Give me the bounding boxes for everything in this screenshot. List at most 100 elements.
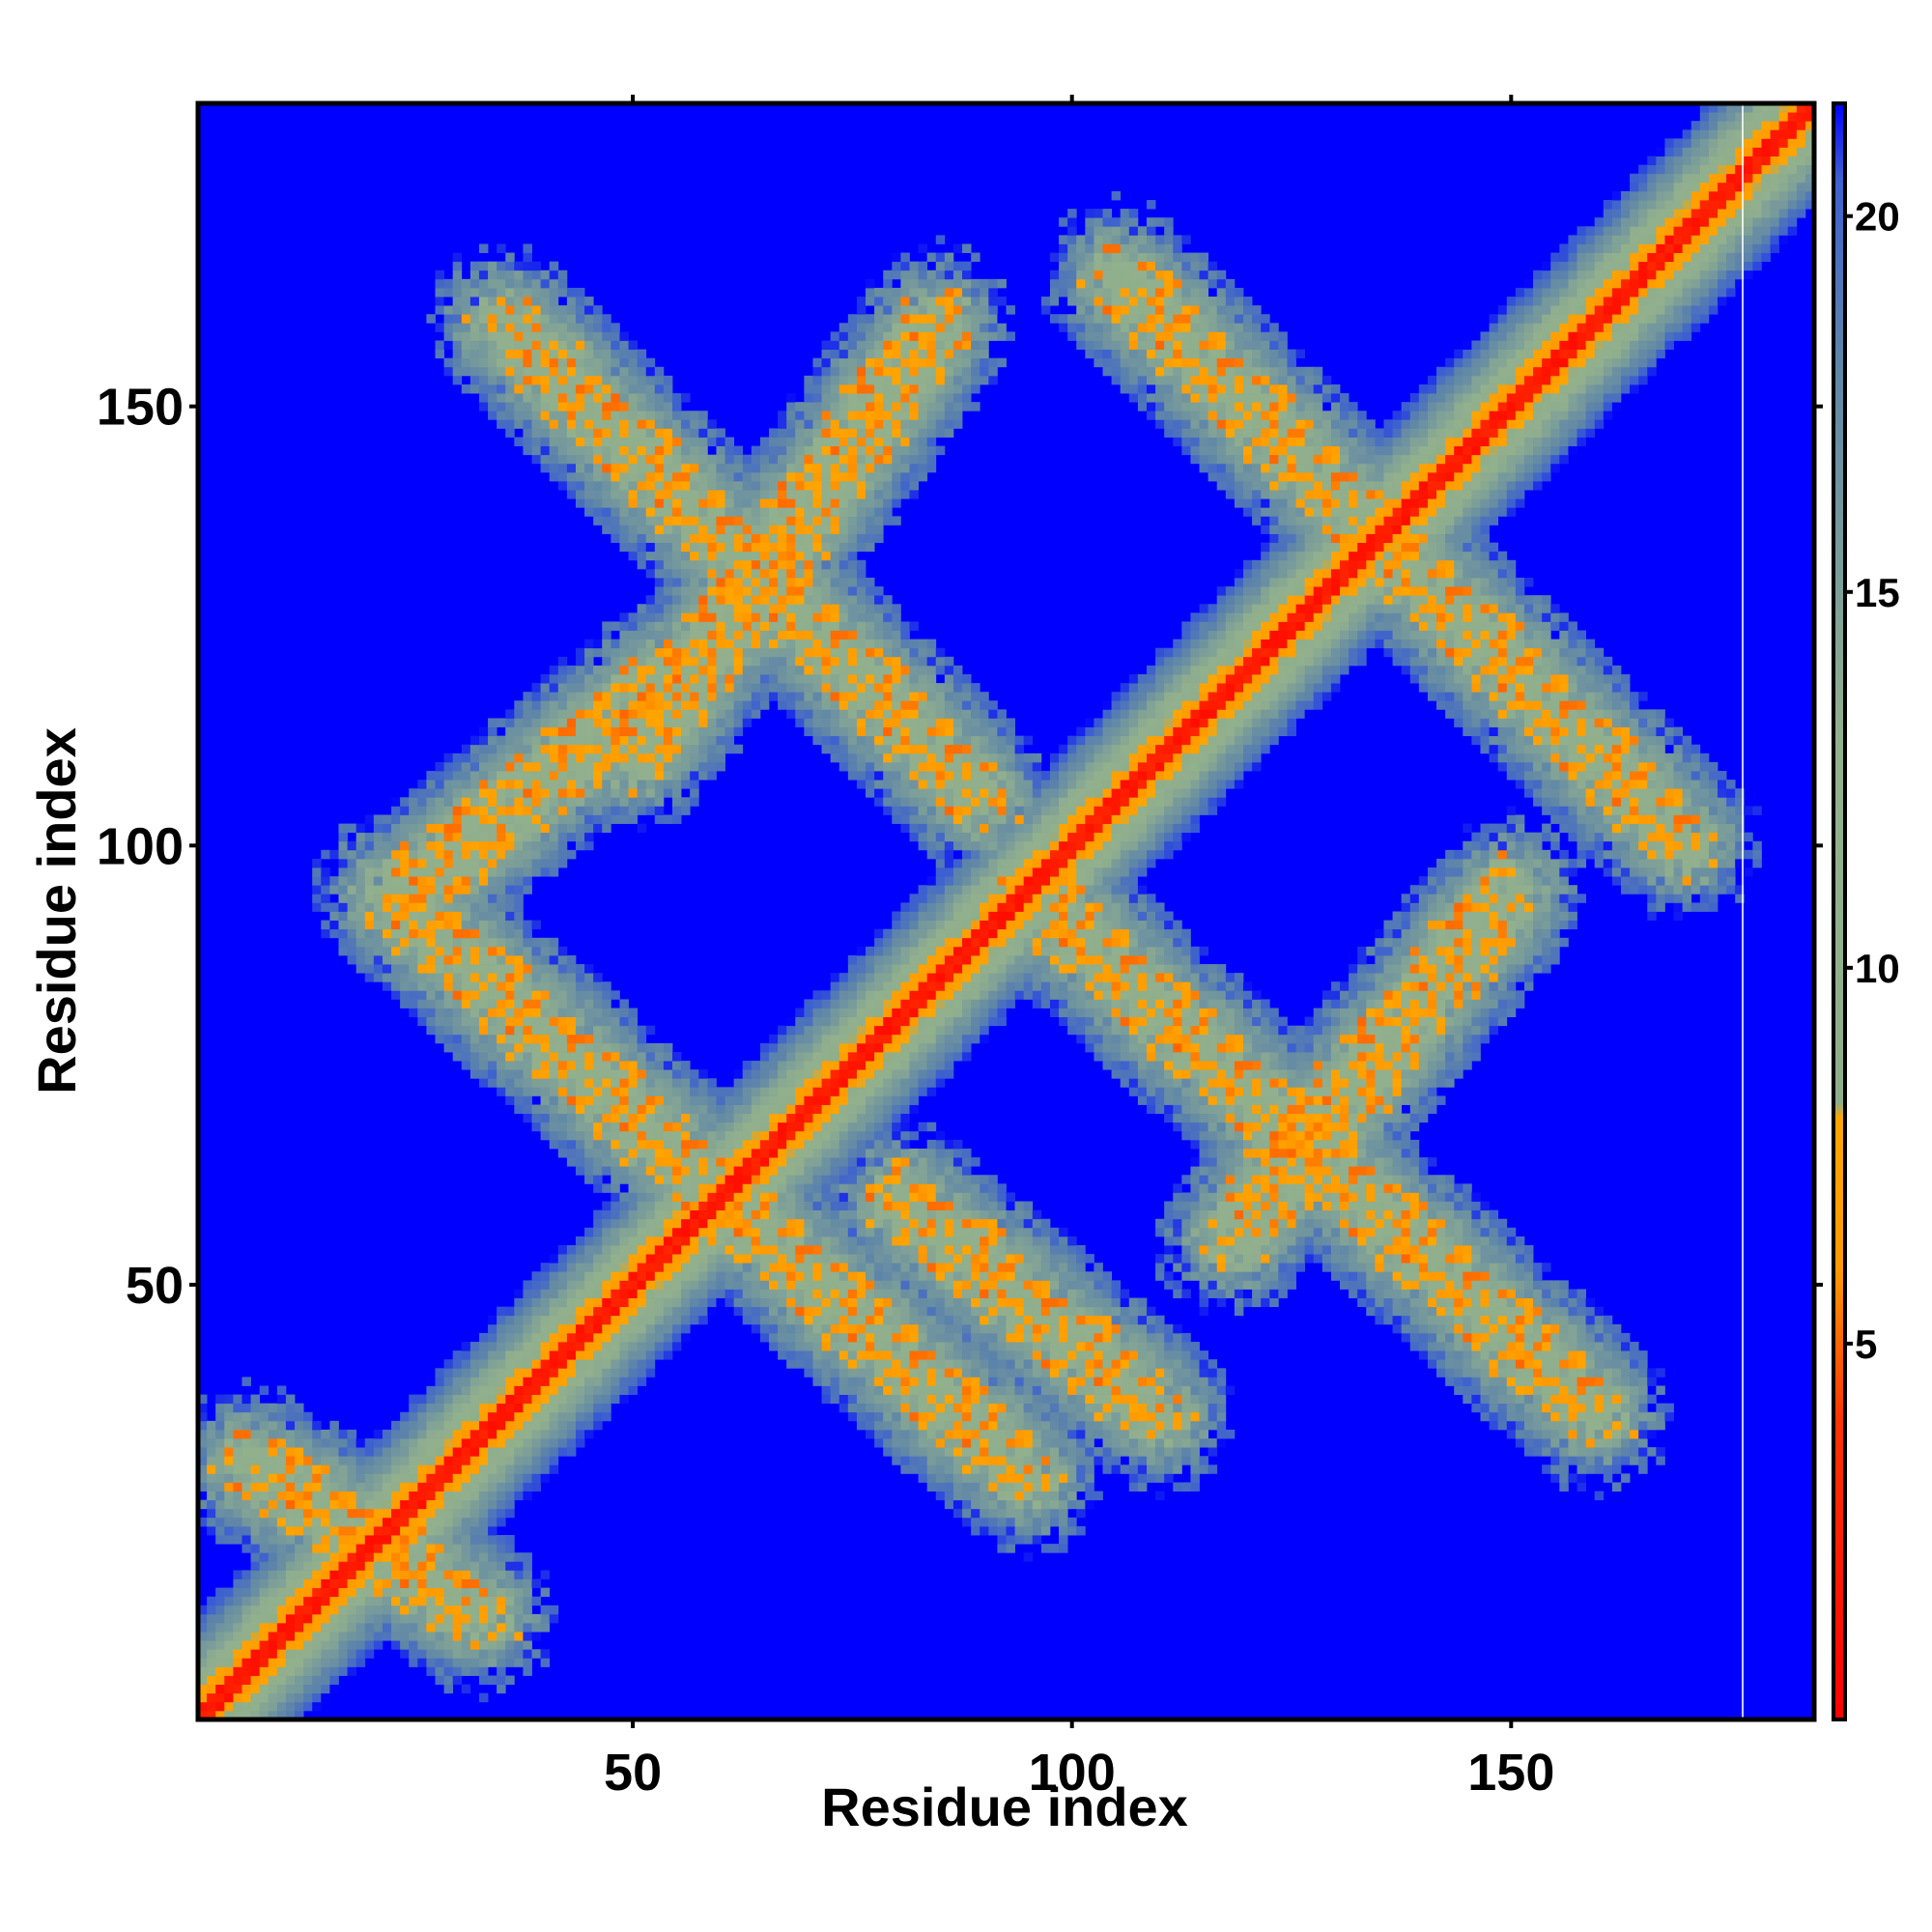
- heatmap-cell: [812, 656, 822, 667]
- heatmap-cell: [733, 639, 744, 649]
- heatmap-cell: [452, 323, 463, 332]
- heatmap-cell: [426, 981, 436, 991]
- heatmap-cell: [268, 1666, 278, 1676]
- heatmap-cell: [733, 577, 744, 587]
- heatmap-cell: [557, 999, 568, 1009]
- heatmap-cell: [364, 1447, 375, 1457]
- heatmap-cell: [584, 1051, 594, 1062]
- heatmap-cell: [478, 726, 489, 737]
- heatmap-cell: [707, 1113, 717, 1123]
- heatmap-cell: [593, 683, 603, 693]
- heatmap-cell: [268, 1403, 278, 1413]
- heatmap-cell: [198, 1692, 208, 1703]
- heatmap-cell: [645, 507, 656, 517]
- heatmap-cell: [540, 814, 551, 824]
- heatmap-cell: [751, 1183, 761, 1193]
- heatmap-cell: [593, 1377, 603, 1386]
- heatmap-cell: [452, 990, 463, 1000]
- heatmap-cell: [364, 1535, 375, 1545]
- heatmap-cell: [523, 384, 532, 394]
- heatmap-cell: [207, 1649, 216, 1659]
- heatmap-cell: [566, 366, 577, 377]
- heatmap-cell: [514, 1473, 524, 1483]
- heatmap-cell: [619, 1350, 629, 1360]
- heatmap-cell: [628, 1016, 639, 1027]
- heatmap-cell: [452, 1473, 463, 1483]
- heatmap-cell: [671, 1157, 682, 1167]
- heatmap-cell: [671, 709, 682, 719]
- heatmap-cell: [295, 1491, 304, 1501]
- heatmap-cell: [382, 964, 392, 974]
- heatmap-cell: [295, 1649, 304, 1659]
- heatmap-cell: [628, 1323, 639, 1334]
- heatmap-cell: [812, 1130, 822, 1141]
- heatmap-cell: [698, 445, 708, 456]
- heatmap-cell: [795, 709, 805, 719]
- heatmap-cell: [645, 595, 656, 605]
- heatmap-cell: [821, 1192, 832, 1202]
- heatmap-cell: [347, 1473, 357, 1483]
- heatmap-cell: [557, 393, 568, 403]
- heatmap-cell: [681, 621, 691, 631]
- heatmap-cell: [751, 1297, 761, 1308]
- heatmap-cell: [549, 270, 559, 280]
- heatmap-cell: [804, 445, 813, 456]
- heatmap-cell: [250, 1587, 261, 1598]
- heatmap-cell: [523, 946, 532, 956]
- heatmap-cell: [391, 920, 401, 930]
- heatmap-cell: [584, 507, 594, 517]
- heatmap-cell: [804, 471, 813, 482]
- heatmap-cell: [778, 480, 787, 491]
- heatmap-cell: [540, 1385, 551, 1395]
- heatmap-cell: [593, 402, 603, 412]
- heatmap-cell: [364, 1552, 375, 1562]
- heatmap-cell: [804, 1008, 813, 1018]
- heatmap-cell: [611, 331, 620, 341]
- heatmap-cell: [566, 323, 577, 332]
- heatmap-cell: [469, 1666, 480, 1676]
- heatmap-cell: [505, 806, 515, 815]
- heatmap-cell: [690, 1280, 699, 1290]
- heatmap-cell: [742, 1095, 753, 1105]
- heatmap-cell: [663, 630, 673, 640]
- heatmap-cell: [409, 1605, 418, 1615]
- heatmap-cell: [733, 542, 744, 553]
- heatmap-cell: [812, 1175, 822, 1184]
- heatmap-cell: [242, 1482, 251, 1492]
- heatmap-cell: [523, 920, 532, 930]
- heatmap-cell: [637, 797, 647, 807]
- heatmap-cell: [584, 1236, 594, 1246]
- heatmap-cell: [250, 1508, 261, 1519]
- heatmap-cell: [566, 1342, 577, 1351]
- heatmap-cell: [786, 1078, 796, 1088]
- heatmap-cell: [795, 551, 805, 561]
- heatmap-cell: [557, 718, 568, 727]
- heatmap-cell: [452, 366, 463, 377]
- heatmap-cell: [452, 849, 463, 860]
- heatmap-cell: [514, 911, 524, 921]
- heatmap-cell: [321, 876, 330, 886]
- heatmap-cell: [654, 1148, 665, 1158]
- heatmap-cell: [575, 1236, 585, 1246]
- heatmap-cell: [690, 683, 699, 693]
- heatmap-cell: [523, 340, 532, 350]
- heatmap-cell: [557, 1429, 568, 1439]
- heatmap-cell: [435, 1447, 444, 1457]
- heatmap-cell: [478, 832, 489, 842]
- heatmap-cell: [619, 1051, 629, 1062]
- heatmap-cell: [276, 1438, 287, 1448]
- heatmap-cell: [338, 1447, 348, 1457]
- heatmap-cell: [645, 402, 656, 412]
- heatmap-cell: [409, 1394, 418, 1405]
- heatmap-cell: [461, 1640, 471, 1650]
- heatmap-cell: [224, 1394, 234, 1405]
- heatmap-cell: [619, 1332, 629, 1343]
- heatmap-cell: [593, 1263, 603, 1272]
- heatmap-cell: [488, 1069, 497, 1079]
- heatmap-cell: [435, 981, 444, 991]
- heatmap-cell: [742, 1148, 753, 1158]
- heatmap-cell: [540, 753, 551, 763]
- heatmap-cell: [329, 1499, 339, 1510]
- heatmap-cell: [391, 1447, 401, 1457]
- heatmap-cell: [716, 1157, 725, 1167]
